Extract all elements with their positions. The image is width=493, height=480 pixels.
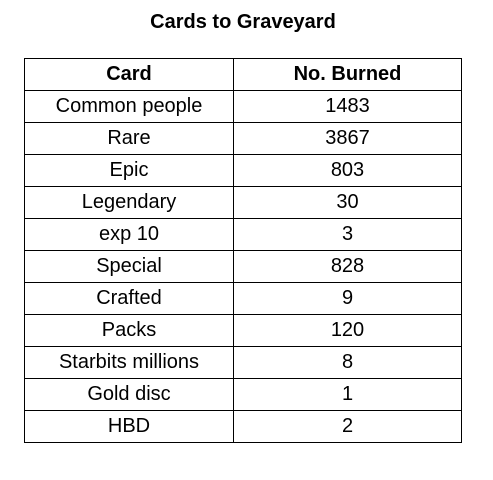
table-row: Packs 120: [24, 314, 462, 347]
table-row: Crafted 9: [24, 282, 462, 315]
card-cell: Rare: [24, 122, 234, 155]
table-row: Legendary 30: [24, 186, 462, 219]
card-cell: Packs: [24, 314, 234, 347]
table-row: exp 10 3: [24, 218, 462, 251]
card-cell: Epic: [24, 154, 234, 187]
card-cell: exp 10: [24, 218, 234, 251]
table-row: Special 828: [24, 250, 462, 283]
burned-cell: 30: [233, 186, 462, 219]
burned-cell: 9: [233, 282, 462, 315]
burned-cell: 1: [233, 378, 462, 411]
burned-cell: 803: [233, 154, 462, 187]
card-cell: HBD: [24, 410, 234, 443]
table-row: Common people 1483: [24, 90, 462, 123]
card-cell: Legendary: [24, 186, 234, 219]
graveyard-table: Card No. Burned Common people 1483 Rare …: [24, 58, 462, 443]
table-row: HBD 2: [24, 410, 462, 443]
card-cell: Starbits millions: [24, 346, 234, 379]
burned-cell: 8: [233, 346, 462, 379]
card-cell: Common people: [24, 90, 234, 123]
card-cell: Gold disc: [24, 378, 234, 411]
burned-cell: 1483: [233, 90, 462, 123]
burned-cell: 2: [233, 410, 462, 443]
burned-cell: 120: [233, 314, 462, 347]
card-cell: Special: [24, 250, 234, 283]
table-header-row: Card No. Burned: [24, 58, 462, 91]
table-row: Epic 803: [24, 154, 462, 187]
burned-cell: 3867: [233, 122, 462, 155]
burned-cell: 3: [233, 218, 462, 251]
table-row: Starbits millions 8: [24, 346, 462, 379]
column-header-card: Card: [24, 58, 234, 91]
table-row: Gold disc 1: [24, 378, 462, 411]
table-container: Card No. Burned Common people 1483 Rare …: [24, 58, 462, 443]
burned-cell: 828: [233, 250, 462, 283]
table-row: Rare 3867: [24, 122, 462, 155]
card-cell: Crafted: [24, 282, 234, 315]
column-header-no-burned: No. Burned: [233, 58, 462, 91]
page-title: Cards to Graveyard: [150, 11, 336, 33]
